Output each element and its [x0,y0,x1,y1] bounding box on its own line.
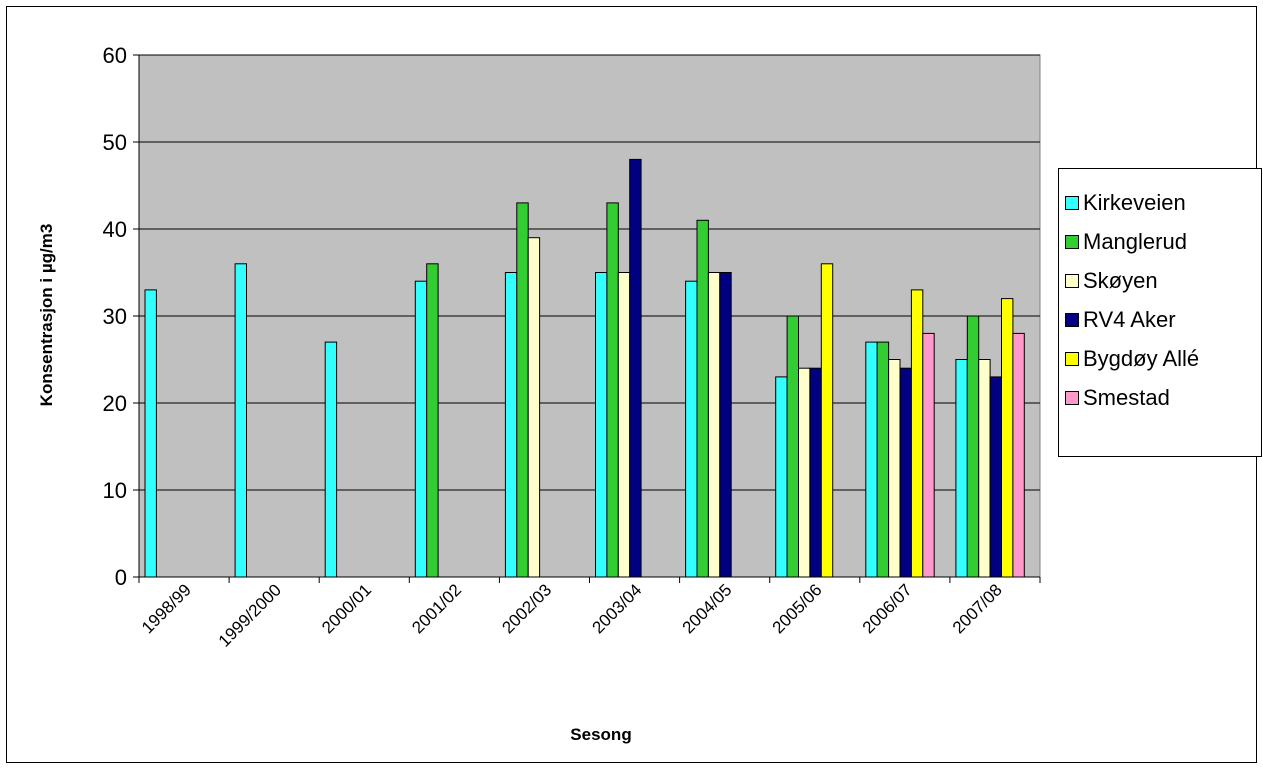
bar-smestad-2007-08 [1012,332,1025,578]
legend-label: Smestad [1083,384,1170,410]
bar-kirkeveien-1999-2000 [234,263,248,578]
y-tick-label: 0 [115,565,127,590]
bar-rv4-aker-2004-05 [719,272,732,578]
bar-bygd-y-all--2006-07 [910,289,924,578]
x-tick-label: 2005/06 [769,580,826,637]
bar-sk-yen-2006-07 [888,359,901,578]
y-axis-title: Konsentrasjon i µg/m3 [37,224,56,407]
x-tick-label: 2006/07 [859,580,916,637]
y-tick-label: 10 [103,478,127,503]
x-tick-label: 2002/03 [498,580,555,637]
bar-kirkeveien-2002-03 [504,272,518,578]
y-tick-label: 40 [103,217,127,242]
bar-kirkeveien-1998-99 [144,289,157,578]
legend-label: Kirkeveien [1083,189,1186,215]
bar-rv4-aker-2007-08 [989,376,1002,578]
x-tick-label: 2001/02 [408,580,465,637]
bar-kirkeveien-2003-04 [595,272,608,578]
plot-area [138,54,1041,578]
y-tick-label: 50 [103,130,127,155]
bar-kirkeveien-2000-01 [324,341,338,578]
bar-manglerud-2001-02 [426,263,439,578]
legend-swatch [1065,234,1079,249]
legend-item-kirkeveien: Kirkeveien [1059,183,1261,222]
bar-sk-yen-2005-06 [798,367,811,578]
x-tick-label: 2000/01 [318,580,375,637]
bar-rv4-aker-2005-06 [809,367,822,578]
x-axis-title: Sesong [570,725,631,744]
legend: Kirkeveien Manglerud Skøyen RV4 Aker Bygdøy … [1058,168,1262,457]
legend-label: Bygdøy Allé [1083,345,1200,371]
bar-kirkeveien-2001-02 [414,280,428,578]
bar-bygd-y-all--2005-06 [820,263,834,578]
x-tick-label: 2003/04 [588,580,645,637]
bar-sk-yen-2002-03 [527,237,541,578]
legend-item-rv4-aker: RV4 Aker [1059,300,1261,339]
bar-kirkeveien-2005-06 [775,376,788,578]
bar-manglerud-2004-05 [696,219,709,578]
legend-item-manglerud: Manglerud [1059,222,1261,261]
legend-swatch [1065,390,1079,405]
y-tick-label: 30 [103,304,127,329]
legend-label: RV4 Aker [1083,306,1176,332]
x-tick-label: 1999/2000 [215,580,285,650]
bar-smestad-2006-07 [922,332,935,578]
legend-label: Skøyen [1083,267,1158,293]
legend-swatch [1065,312,1079,327]
legend-item-bygd-y-all-: Bygdøy Allé [1059,339,1261,378]
bar-rv4-aker-2003-04 [629,158,642,578]
x-tick-label: 2004/05 [679,580,736,637]
bar-manglerud-2003-04 [606,202,619,578]
y-tick-label: 20 [103,391,127,416]
legend-swatch [1065,351,1079,366]
bar-bygd-y-all--2007-08 [1001,298,1014,578]
bar-manglerud-2006-07 [876,341,890,578]
legend-item-smestad: Smestad [1059,378,1261,417]
x-tick-label: 1998/99 [138,580,195,637]
bar-manglerud-2002-03 [516,202,529,578]
bar-kirkeveien-2004-05 [685,280,698,578]
bar-sk-yen-2003-04 [617,272,631,578]
legend-swatch [1065,195,1079,210]
y-tick-label: 60 [103,43,127,68]
bar-kirkeveien-2007-08 [955,359,968,578]
legend-label: Manglerud [1083,228,1187,254]
legend-swatch [1065,273,1079,288]
bar-manglerud-2005-06 [786,315,799,578]
bar-manglerud-2007-08 [966,315,980,578]
bar-sk-yen-2007-08 [978,359,991,578]
bar-sk-yen-2004-05 [707,272,721,578]
bar-kirkeveien-2006-07 [865,341,878,578]
bar-rv4-aker-2006-07 [899,367,912,578]
x-tick-label: 2007/08 [949,580,1006,637]
legend-item-sk-yen: Skøyen [1059,261,1261,300]
